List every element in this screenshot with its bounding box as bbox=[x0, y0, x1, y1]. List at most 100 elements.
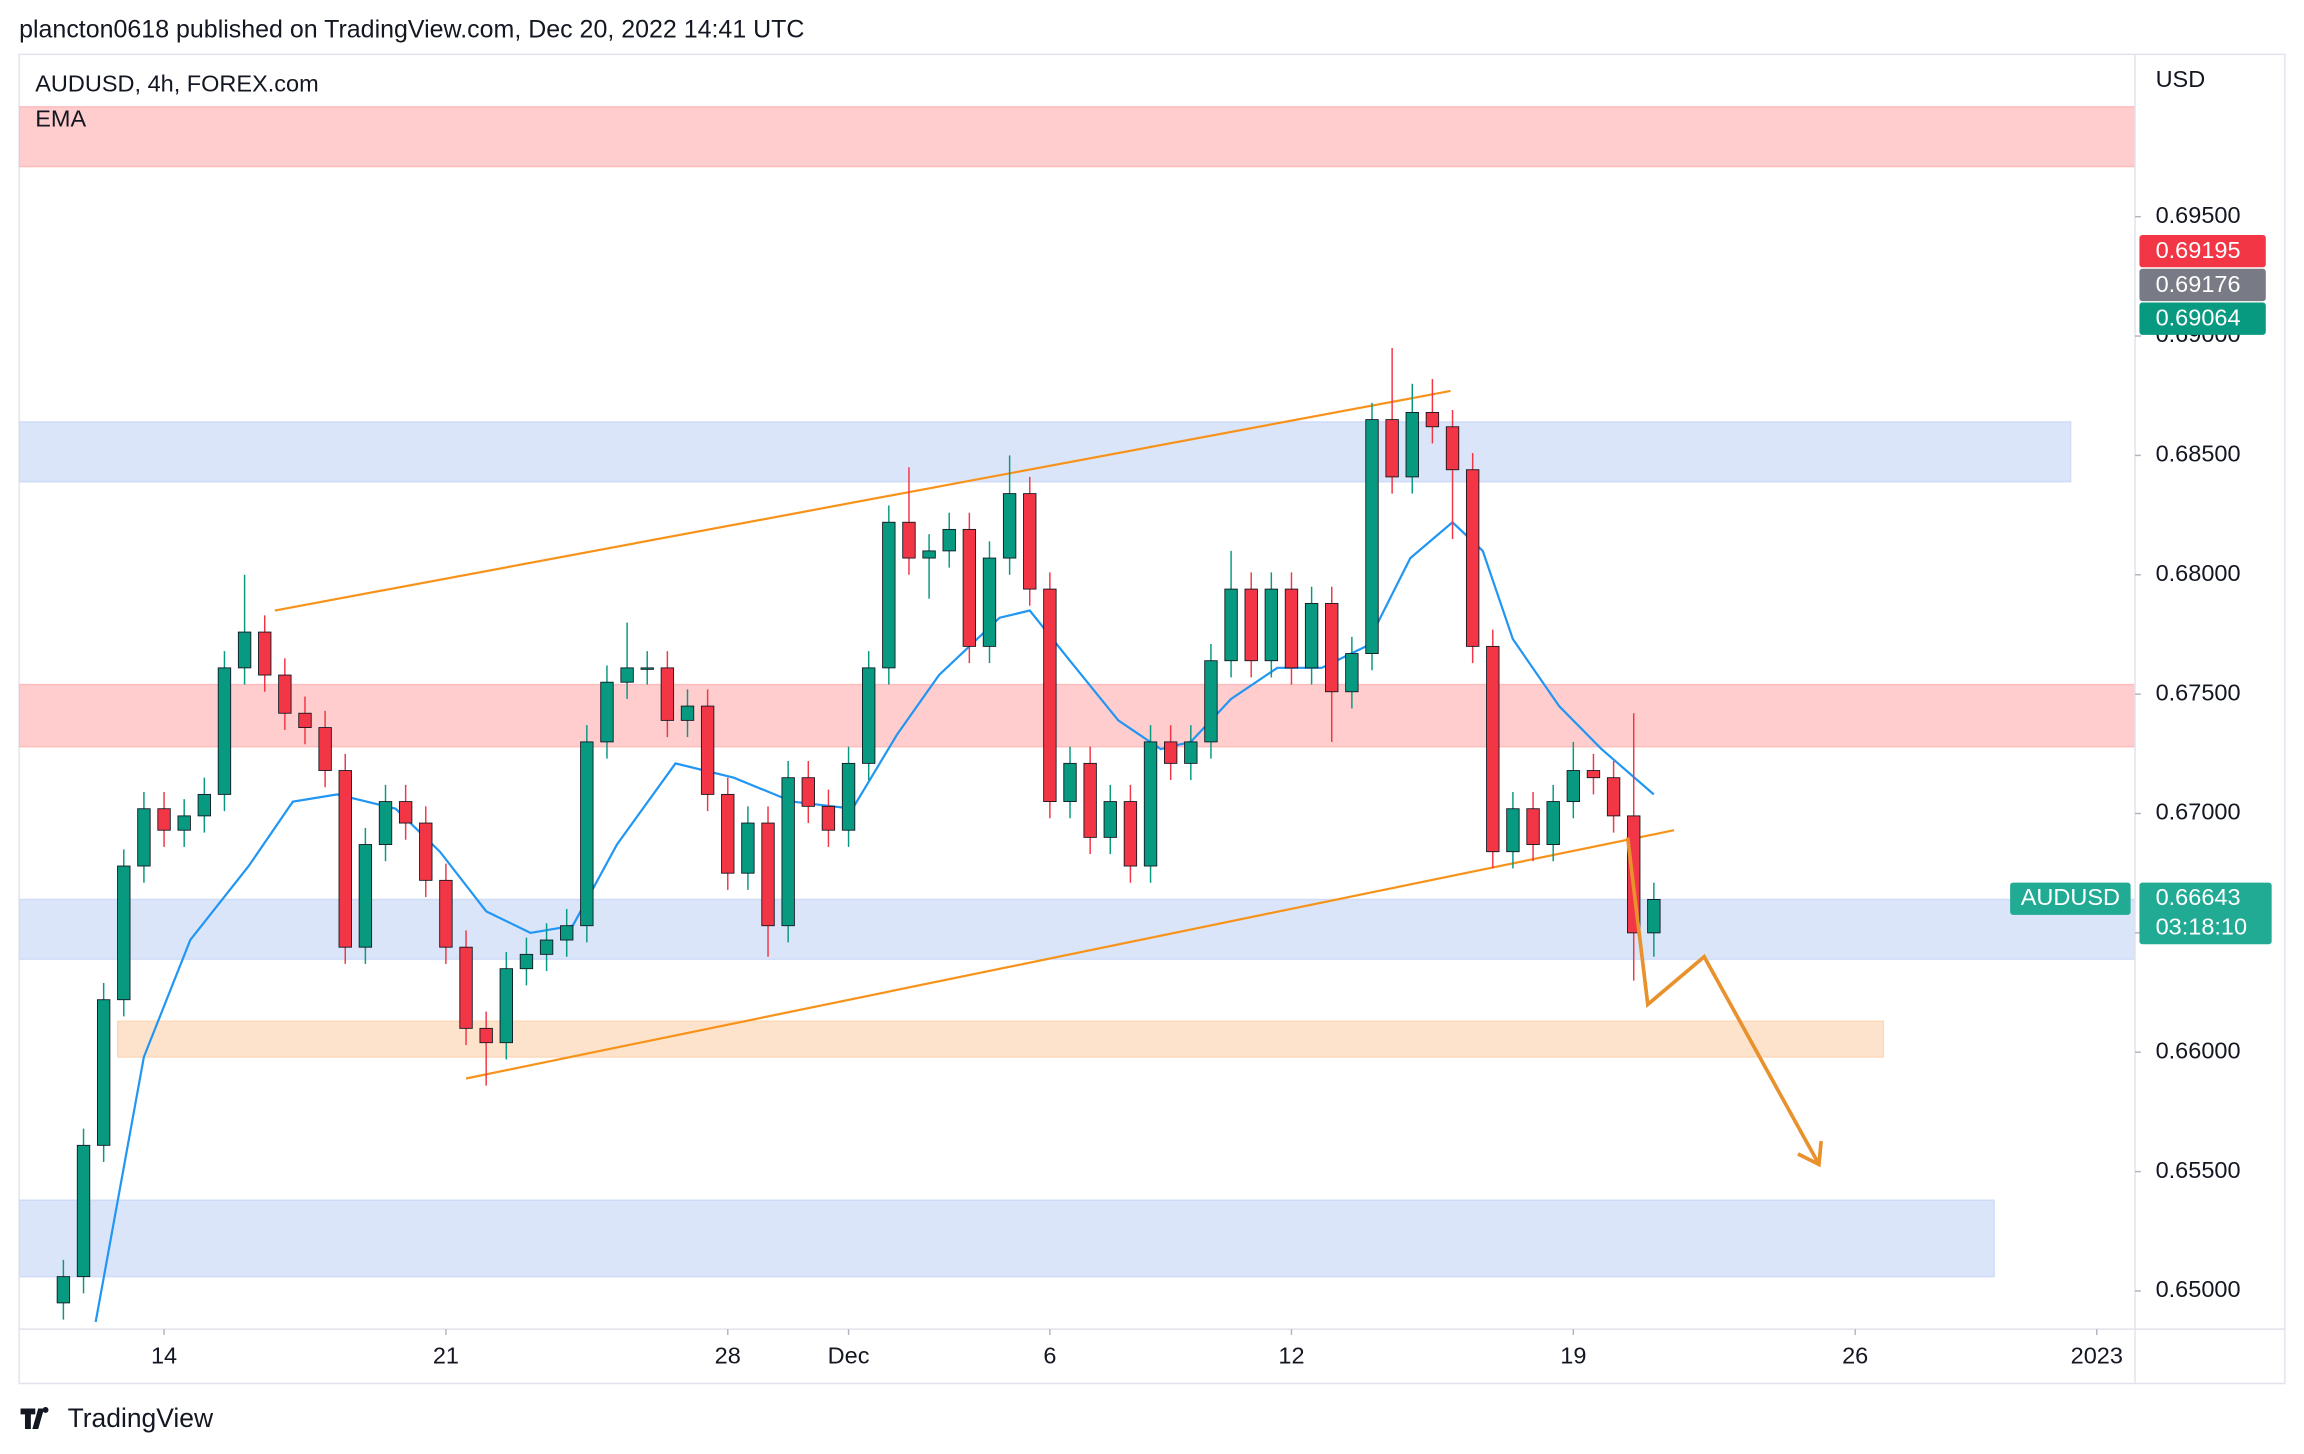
x-tick-label: 12 bbox=[1278, 1342, 1304, 1368]
candle-body bbox=[1606, 777, 1621, 817]
candle-body bbox=[1526, 808, 1540, 845]
price-badge-label: 0.69176 bbox=[2156, 271, 2241, 297]
candle-body bbox=[56, 1276, 71, 1304]
zone bbox=[117, 1020, 1885, 1058]
x-axis: 14 21 28 Dec 6 12 19 26 2023 bbox=[151, 1329, 2123, 1368]
candle-body bbox=[1284, 588, 1299, 669]
candle-body bbox=[237, 631, 252, 669]
candle-body bbox=[1647, 899, 1661, 934]
candle-body bbox=[1023, 493, 1037, 590]
candle-body bbox=[1586, 770, 1601, 779]
candle-body bbox=[117, 865, 131, 1001]
candle-body bbox=[479, 1027, 493, 1044]
candle-body bbox=[1546, 801, 1560, 845]
candle-body bbox=[1486, 645, 1500, 853]
symbol-label: AUDUSD bbox=[2021, 884, 2120, 910]
y-axis-label: USD bbox=[2156, 66, 2206, 92]
candle-body bbox=[962, 528, 977, 647]
candle-body bbox=[459, 946, 473, 1029]
projection-arrowhead bbox=[1797, 1140, 1823, 1168]
zone bbox=[19, 683, 2136, 748]
candle-body bbox=[278, 674, 292, 714]
axis-label-bg bbox=[2139, 58, 2281, 103]
trendline bbox=[465, 829, 1675, 1080]
y-tick-label: 0.66000 bbox=[2156, 1037, 2241, 1063]
candle-body bbox=[539, 939, 554, 955]
footer: TradingView bbox=[68, 1403, 214, 1433]
candle-body bbox=[398, 801, 413, 824]
price-badge-label: 0.69064 bbox=[2156, 305, 2241, 331]
symbol-badge bbox=[2010, 882, 2131, 915]
candle-body bbox=[1143, 741, 1158, 867]
candle-body bbox=[137, 808, 151, 867]
price-badge bbox=[2139, 302, 2266, 335]
zone bbox=[19, 898, 2136, 960]
price-badge-label: 0.69195 bbox=[2156, 237, 2241, 263]
y-tick-label: 0.67000 bbox=[2156, 799, 2241, 825]
candle-body bbox=[358, 844, 373, 948]
candle-body bbox=[1083, 762, 1097, 838]
y-tick-label: 0.69500 bbox=[2156, 202, 2241, 228]
candle-body bbox=[1405, 411, 1419, 478]
candle-body bbox=[519, 953, 534, 970]
last-price-label: 0.66643 bbox=[2156, 884, 2241, 910]
candle-body bbox=[1304, 602, 1319, 669]
candle-body bbox=[499, 968, 513, 1044]
candle-body bbox=[560, 925, 574, 941]
logo: TradingView bbox=[20, 1403, 214, 1433]
candle-body bbox=[821, 805, 836, 831]
candle-body bbox=[922, 550, 936, 559]
candle-body bbox=[177, 815, 191, 831]
candle-body bbox=[197, 793, 212, 817]
candle-body bbox=[378, 801, 393, 845]
candle-body bbox=[1425, 411, 1440, 428]
candle-body bbox=[1506, 808, 1520, 853]
candle-body bbox=[1244, 588, 1258, 662]
x-tick-label: 6 bbox=[1043, 1342, 1056, 1368]
x-tick-label: 28 bbox=[715, 1342, 741, 1368]
candle-body bbox=[1002, 493, 1017, 559]
plot bbox=[19, 106, 2136, 1323]
candle-body bbox=[1345, 653, 1359, 693]
trendline bbox=[274, 389, 1451, 612]
y-tick-label: 0.65000 bbox=[2156, 1276, 2241, 1302]
candle-body bbox=[660, 667, 675, 721]
candle-body bbox=[680, 705, 695, 721]
candle-body bbox=[318, 727, 332, 771]
candle-body bbox=[700, 705, 715, 795]
candle-body bbox=[600, 681, 614, 743]
candle-body bbox=[640, 667, 654, 670]
y-tick-label: 0.67500 bbox=[2156, 679, 2241, 705]
candle-body bbox=[1325, 602, 1339, 693]
candle-body bbox=[1163, 741, 1178, 764]
projection bbox=[1625, 837, 1821, 1166]
x-tick-label: Dec bbox=[828, 1342, 870, 1368]
zone bbox=[19, 1199, 1995, 1278]
candle-body bbox=[1063, 762, 1077, 803]
candle-body bbox=[620, 667, 634, 683]
candle-body bbox=[338, 770, 352, 948]
countdown-label: 03:18:10 bbox=[2156, 913, 2248, 939]
candle-body bbox=[1204, 660, 1218, 743]
candle-body bbox=[882, 521, 896, 669]
y-tick-label: 0.65500 bbox=[2156, 1157, 2241, 1183]
x-tick-label: 26 bbox=[1842, 1342, 1868, 1368]
candle-body bbox=[902, 521, 916, 559]
candle-body bbox=[258, 631, 272, 676]
candle-body bbox=[741, 822, 755, 874]
candle-body bbox=[76, 1144, 91, 1278]
candle-body bbox=[1365, 419, 1379, 654]
candle-body bbox=[157, 808, 171, 831]
candle-body bbox=[580, 741, 594, 927]
candle-body bbox=[1385, 419, 1399, 478]
candle-body bbox=[96, 999, 111, 1146]
candle-body bbox=[761, 822, 775, 927]
candle-body bbox=[721, 793, 735, 874]
x-tick-label: 2023 bbox=[2071, 1342, 2123, 1368]
candle-body bbox=[1043, 588, 1057, 803]
candle-body bbox=[419, 822, 433, 881]
candle-body bbox=[1445, 426, 1460, 471]
x-tick-label: 21 bbox=[433, 1342, 459, 1368]
chart-title: AUDUSD, 4h, FOREX.com bbox=[35, 70, 318, 96]
